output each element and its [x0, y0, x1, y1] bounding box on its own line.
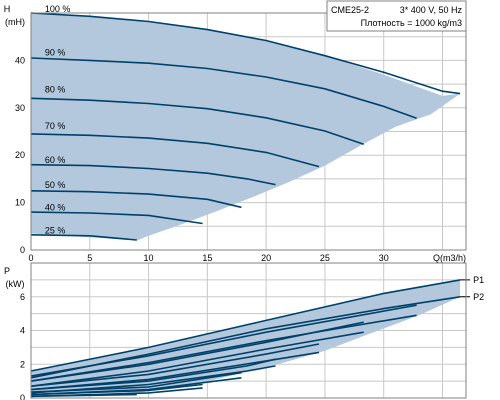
power-curve	[30, 279, 461, 372]
power-curve	[30, 304, 417, 377]
head-curve	[30, 190, 242, 209]
y-axis-label: (kW)	[6, 279, 25, 289]
power-curve	[30, 343, 320, 387]
plot-frame	[30, 262, 467, 399]
power-curve	[30, 393, 137, 398]
series-label: 70 %	[45, 121, 66, 131]
y-tick-label: 0	[20, 245, 25, 255]
head-curve	[30, 234, 137, 241]
info-model: CME25-2	[331, 5, 369, 15]
series-label: 80 %	[45, 85, 66, 95]
x-tick-label: 0	[28, 253, 33, 263]
x-axis-label: Q(m3/h)	[433, 253, 466, 263]
x-tick-label: 30	[379, 253, 389, 263]
power-curve	[30, 351, 320, 391]
x-tick-label: 20	[261, 253, 271, 263]
power-curve	[30, 371, 242, 393]
power-curve	[30, 331, 364, 387]
series-label: 100 %	[45, 4, 71, 14]
head-curve	[30, 97, 364, 146]
info-density: Плотность = 1000 kg/m3	[361, 18, 462, 28]
power-curve	[30, 383, 203, 396]
info-box	[326, 0, 467, 32]
series-label: 40 %	[45, 203, 66, 213]
series-label: P1	[473, 275, 484, 285]
y-tick-label: 10	[15, 198, 25, 208]
head-curve	[30, 57, 417, 119]
x-tick-label: 15	[202, 253, 212, 263]
y-tick-label: 6	[20, 292, 25, 302]
x-tick-label: 10	[144, 253, 154, 263]
operating-envelope	[31, 13, 461, 241]
power-chart: P1 P2 0 2 4 6 P (kW)	[4, 262, 484, 400]
head-curve	[30, 163, 276, 186]
head-curve	[30, 133, 320, 168]
head-curve	[30, 211, 203, 225]
y-axis-label: P	[4, 266, 10, 276]
head-curve	[30, 12, 461, 95]
plot-frame	[30, 12, 467, 251]
y-tick-label: 0	[20, 393, 25, 400]
x-tick-label: 25	[320, 253, 330, 263]
y-axis-label: H	[4, 4, 11, 14]
power-curve	[30, 314, 417, 382]
y-tick-label: 4	[20, 326, 25, 336]
y-tick-label: 30	[15, 103, 25, 113]
x-tick-label: 5	[87, 253, 92, 263]
series-label: P2	[473, 292, 484, 302]
series-label: 50 %	[45, 180, 66, 190]
series-label: 60 %	[45, 155, 66, 165]
series-label: 25 %	[45, 225, 66, 235]
y-tick-label: 20	[15, 150, 25, 160]
head-chart: 100 % 90 % 80 % 70 % 60 % 50 % 40 % 25 % 0 10 20 30…	[4, 4, 467, 263]
power-curve	[30, 358, 276, 391]
y-tick-label: 2	[20, 359, 25, 369]
power-curve	[30, 321, 364, 382]
info-supply: 3* 400 V, 50 Hz	[400, 5, 463, 15]
y-axis-label: (mH)	[5, 17, 25, 27]
power-curve	[30, 365, 276, 394]
series-label: 90 %	[45, 48, 66, 58]
y-tick-label: 40	[15, 55, 25, 65]
